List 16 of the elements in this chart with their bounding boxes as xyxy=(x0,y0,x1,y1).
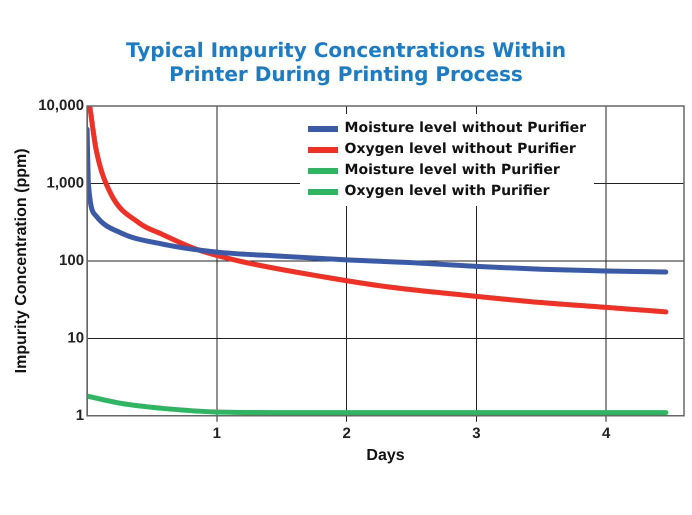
y-tick-label: 1 xyxy=(76,406,84,424)
legend-label: Oxygen level without Purifier xyxy=(344,140,576,159)
y-axis-title: Impurity Concentration (ppm) xyxy=(13,148,30,374)
legend-label: Oxygen level with Purifier xyxy=(344,182,550,201)
x-tick-label: 1 xyxy=(212,424,222,442)
x-tick-label: 4 xyxy=(602,424,611,442)
x-tick-label: 3 xyxy=(472,424,481,442)
x-axis-title: Days xyxy=(366,446,405,464)
legend-label: Moisture level without Purifier xyxy=(344,119,586,138)
legend-label: Moisture level with Purifier xyxy=(344,161,560,180)
y-tick-label: 1,000 xyxy=(46,174,84,192)
y-tick-label: 100 xyxy=(59,252,84,270)
y-tick-label: 10,000 xyxy=(38,97,84,114)
x-tick-label: 2 xyxy=(342,424,351,442)
y-tick-label: 10 xyxy=(67,329,84,346)
chart-title: Typical Impurity Concentrations Within Printer During Printing Process xyxy=(126,38,566,86)
